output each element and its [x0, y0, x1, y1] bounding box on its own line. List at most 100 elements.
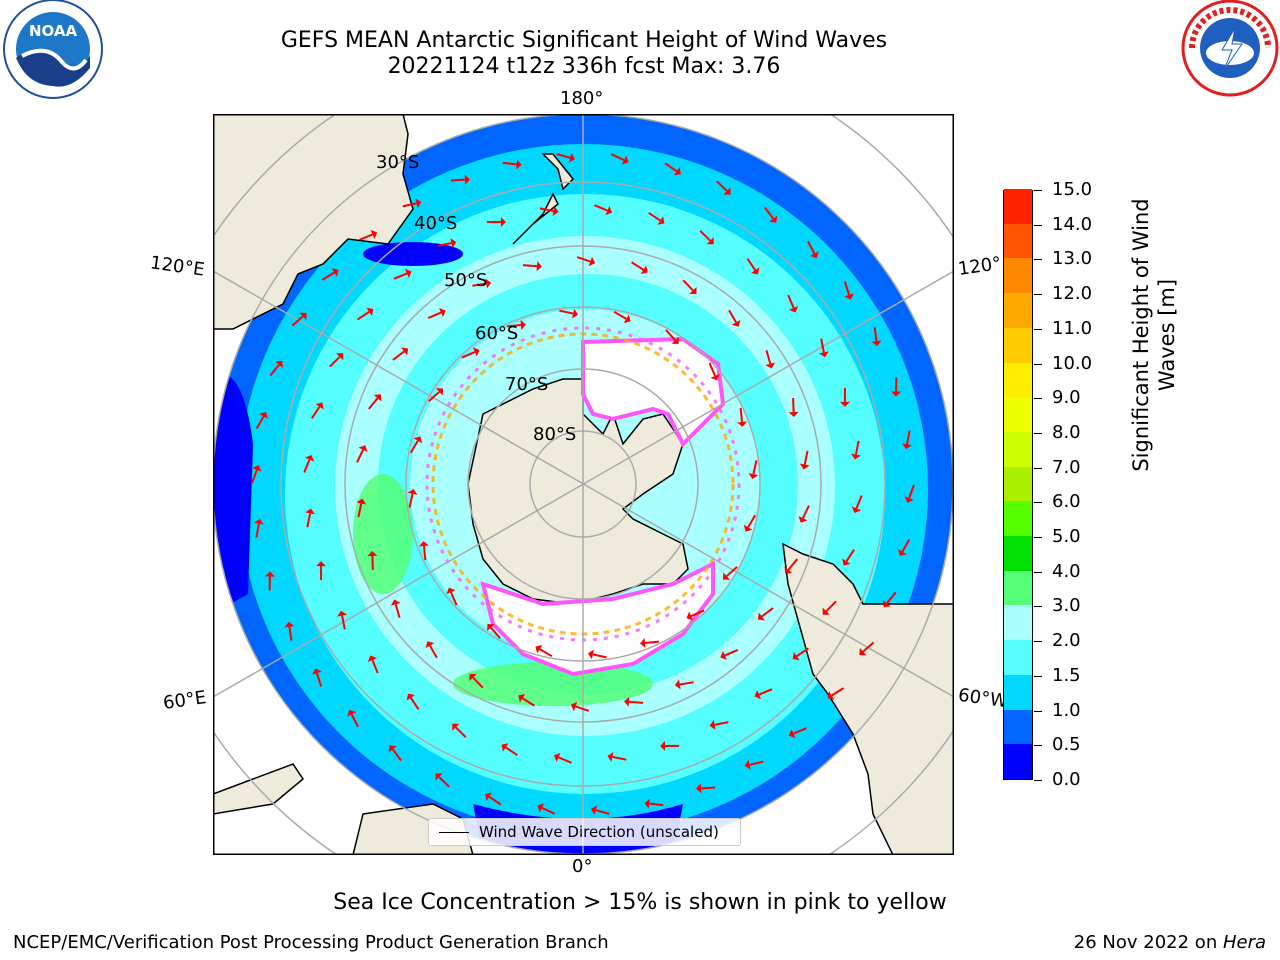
wind-arrow-head [798, 516, 808, 523]
wind-arrow-head [743, 524, 753, 532]
wind-arrow-head [401, 347, 409, 356]
wind-arrow-shaft [488, 795, 502, 806]
lat-label-80s: 80°S [533, 424, 577, 445]
wind-arrow-shaft [357, 503, 363, 518]
wind-arrow-shaft [310, 406, 321, 419]
wind-arrow-shaft [251, 469, 258, 484]
colorbar-segment [1004, 466, 1032, 502]
wind-arrow-head [902, 443, 912, 450]
colorbar-tick [1034, 224, 1042, 226]
wind-arrow-head [390, 599, 401, 606]
wind-arrow-head [607, 752, 614, 762]
colorbar-segment [1004, 396, 1032, 432]
wind-arrow-shaft [429, 645, 438, 659]
wind-arrow-shaft [664, 162, 678, 173]
colorbar-tick-label: 12.0 [1052, 283, 1093, 305]
wind-arrow-shaft [472, 282, 487, 287]
colorbar-segment [1004, 709, 1032, 745]
wind-arrow-head [501, 743, 509, 752]
wind-arrow-head [621, 155, 629, 165]
lon-label-60w: 60°W [956, 684, 1009, 713]
colorbar-tick-label: 5.0 [1052, 526, 1081, 548]
wind-arrow-head [572, 308, 579, 319]
wind-arrow-shaft [522, 264, 538, 268]
wind-arrow-shaft [394, 603, 401, 618]
wind-arrow-shaft [747, 514, 757, 528]
wind-arrow-head [472, 347, 480, 357]
wind-arrow-head [819, 351, 829, 358]
colorbar-tick-label: 2.0 [1052, 630, 1081, 652]
wind-arrow-shaft [321, 271, 335, 281]
wind-arrow-head [299, 312, 307, 321]
wind-arrow-head [891, 391, 902, 397]
wind-arrow-shaft [628, 700, 644, 704]
colorbar-tick-label: 3.0 [1052, 595, 1081, 617]
wind-arrow-head [452, 723, 460, 731]
wind-arrow-head [748, 473, 759, 480]
colorbar-tick-label: 1.0 [1052, 699, 1081, 721]
wind-arrow-head [413, 436, 423, 444]
wind-arrow-shaft [665, 329, 676, 341]
wind-arrow-shaft [831, 687, 845, 697]
wind-arrow-head [859, 647, 867, 656]
wind-arrow-head [436, 388, 444, 396]
wind-arrow-head [487, 623, 495, 631]
wind-arrow-shaft [291, 315, 304, 327]
colorbar-tick-label: 7.0 [1052, 456, 1081, 478]
wind-arrow-shaft [402, 202, 417, 208]
colorbar-segment [1004, 292, 1032, 328]
national-weather-service-logo-icon [1180, 0, 1280, 98]
wind-arrow-shaft [845, 549, 856, 562]
legend-line-swatch [439, 832, 469, 833]
colorbar-tick-label: 11.0 [1052, 317, 1093, 339]
wind-arrow-shaft [906, 430, 911, 445]
wind-arrow-head [640, 638, 646, 649]
wind-arrow-shaft [392, 350, 405, 361]
wind-arrow-shaft [752, 460, 758, 475]
wind-arrow-shaft [724, 649, 739, 657]
wind-arrow-head [851, 453, 861, 460]
wind-arrow-head [304, 454, 315, 462]
colorbar-segment [1004, 604, 1032, 641]
wind-arrow-shaft [716, 180, 728, 192]
wind-arrow-head [337, 610, 347, 617]
footer-date: 26 Nov 2022 on Hera [1074, 932, 1266, 953]
wind-arrow-shaft [613, 310, 627, 320]
wind-arrow-head [331, 268, 339, 277]
wind-arrow-shaft [648, 211, 661, 222]
wind-arrow-head [671, 337, 679, 345]
wind-arrow-head [316, 561, 327, 567]
wind-arrow-head [591, 805, 598, 816]
wind-arrow-shaft [490, 627, 501, 639]
wind-arrow-shaft [862, 641, 875, 653]
wind-arrow-shaft [255, 523, 260, 538]
wind-arrow-head [871, 340, 882, 347]
wind-arrow-shaft [807, 240, 816, 255]
wind-arrow-shaft [356, 449, 364, 463]
wind-arrow-shaft [796, 647, 809, 658]
colorbar-segment [1004, 362, 1032, 398]
wind-arrow-shaft [682, 279, 694, 292]
wind-arrow-head [536, 261, 542, 272]
wind-arrow-head [516, 159, 522, 170]
wind-arrow-shaft [559, 309, 574, 315]
wind-arrow-shaft [746, 258, 757, 271]
wind-arrow-shaft [708, 362, 716, 377]
colorbar-segment [1004, 500, 1032, 537]
wind-arrow-shaft [726, 566, 738, 577]
wind-arrow-shaft [855, 495, 863, 509]
wind-arrow-shaft [367, 397, 379, 410]
colorbar-tick [1034, 190, 1042, 191]
wind-arrow-head [275, 360, 283, 368]
wind-arrow-head [464, 174, 470, 185]
wind-arrow-shaft [450, 178, 466, 182]
wind-arrow-shaft [502, 161, 517, 166]
wind-arrow-head [336, 353, 344, 361]
wind-arrow-head [673, 167, 681, 176]
wind-arrow-head [315, 402, 324, 410]
wind-arrow-shaft [306, 513, 312, 528]
footer-date-text: 26 Nov 2022 on [1073, 932, 1223, 953]
wind-arrow-head [822, 607, 830, 615]
noaa-logo-text: NOAA [29, 22, 78, 40]
wind-arrow-head [709, 720, 716, 730]
